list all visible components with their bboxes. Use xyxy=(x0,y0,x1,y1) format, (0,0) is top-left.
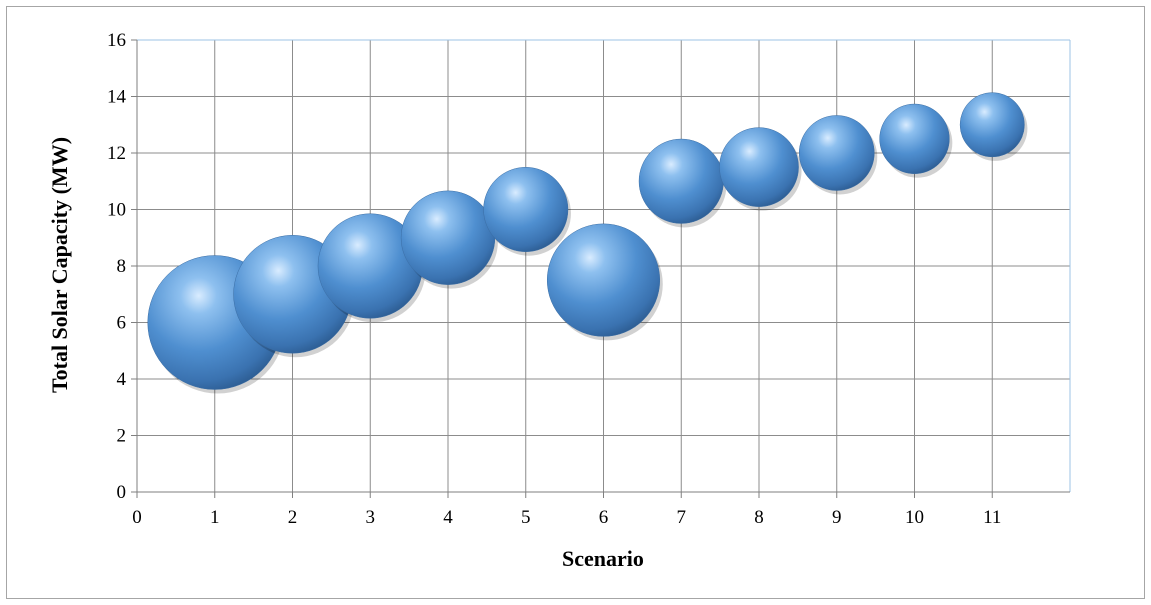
y-tick-label: 0 xyxy=(117,482,127,503)
bubble xyxy=(638,138,727,228)
y-tick-label: 8 xyxy=(117,256,127,277)
x-tick-label: 5 xyxy=(521,507,531,528)
y-tick-label: 10 xyxy=(107,200,126,221)
bubble xyxy=(317,213,426,323)
bubble-circle xyxy=(879,103,950,174)
x-tick-label: 11 xyxy=(983,507,1001,528)
bubble-circle xyxy=(638,138,724,224)
bubble xyxy=(798,115,878,195)
bubble xyxy=(483,167,571,256)
x-tick-label: 2 xyxy=(288,507,298,528)
y-tick-label: 2 xyxy=(117,426,127,447)
bubble xyxy=(546,223,663,341)
y-tick-label: 14 xyxy=(107,87,127,108)
x-tick-label: 10 xyxy=(905,507,924,528)
x-tick-label: 6 xyxy=(599,507,609,528)
x-tick-label: 3 xyxy=(366,507,376,528)
y-tick-label: 12 xyxy=(107,143,126,164)
bubble xyxy=(879,103,953,178)
axes xyxy=(131,39,1070,498)
y-tick-label: 4 xyxy=(117,369,127,390)
bubble-circle xyxy=(959,92,1025,158)
x-tick-label: 4 xyxy=(443,507,453,528)
x-tick-label: 0 xyxy=(132,507,142,528)
x-tick-label: 1 xyxy=(210,507,220,528)
bubble-circle xyxy=(483,167,569,252)
bubble xyxy=(400,190,498,289)
y-axis-title: Total Solar Capacity (MW) xyxy=(47,137,72,393)
x-tick-label: 7 xyxy=(677,507,687,528)
bubble-circle xyxy=(400,190,496,285)
bubbles xyxy=(147,92,1028,394)
x-tick-label: 8 xyxy=(754,507,764,528)
x-axis-title: Scenario xyxy=(562,546,644,571)
y-tick-label: 16 xyxy=(107,30,126,51)
bubble-circle xyxy=(798,115,875,191)
bubble xyxy=(959,92,1028,161)
bubble-circle xyxy=(719,127,799,207)
bubble xyxy=(719,127,802,211)
x-tick-label: 9 xyxy=(832,507,842,528)
y-tick-label: 6 xyxy=(117,313,127,334)
bubble-circle xyxy=(546,223,661,337)
